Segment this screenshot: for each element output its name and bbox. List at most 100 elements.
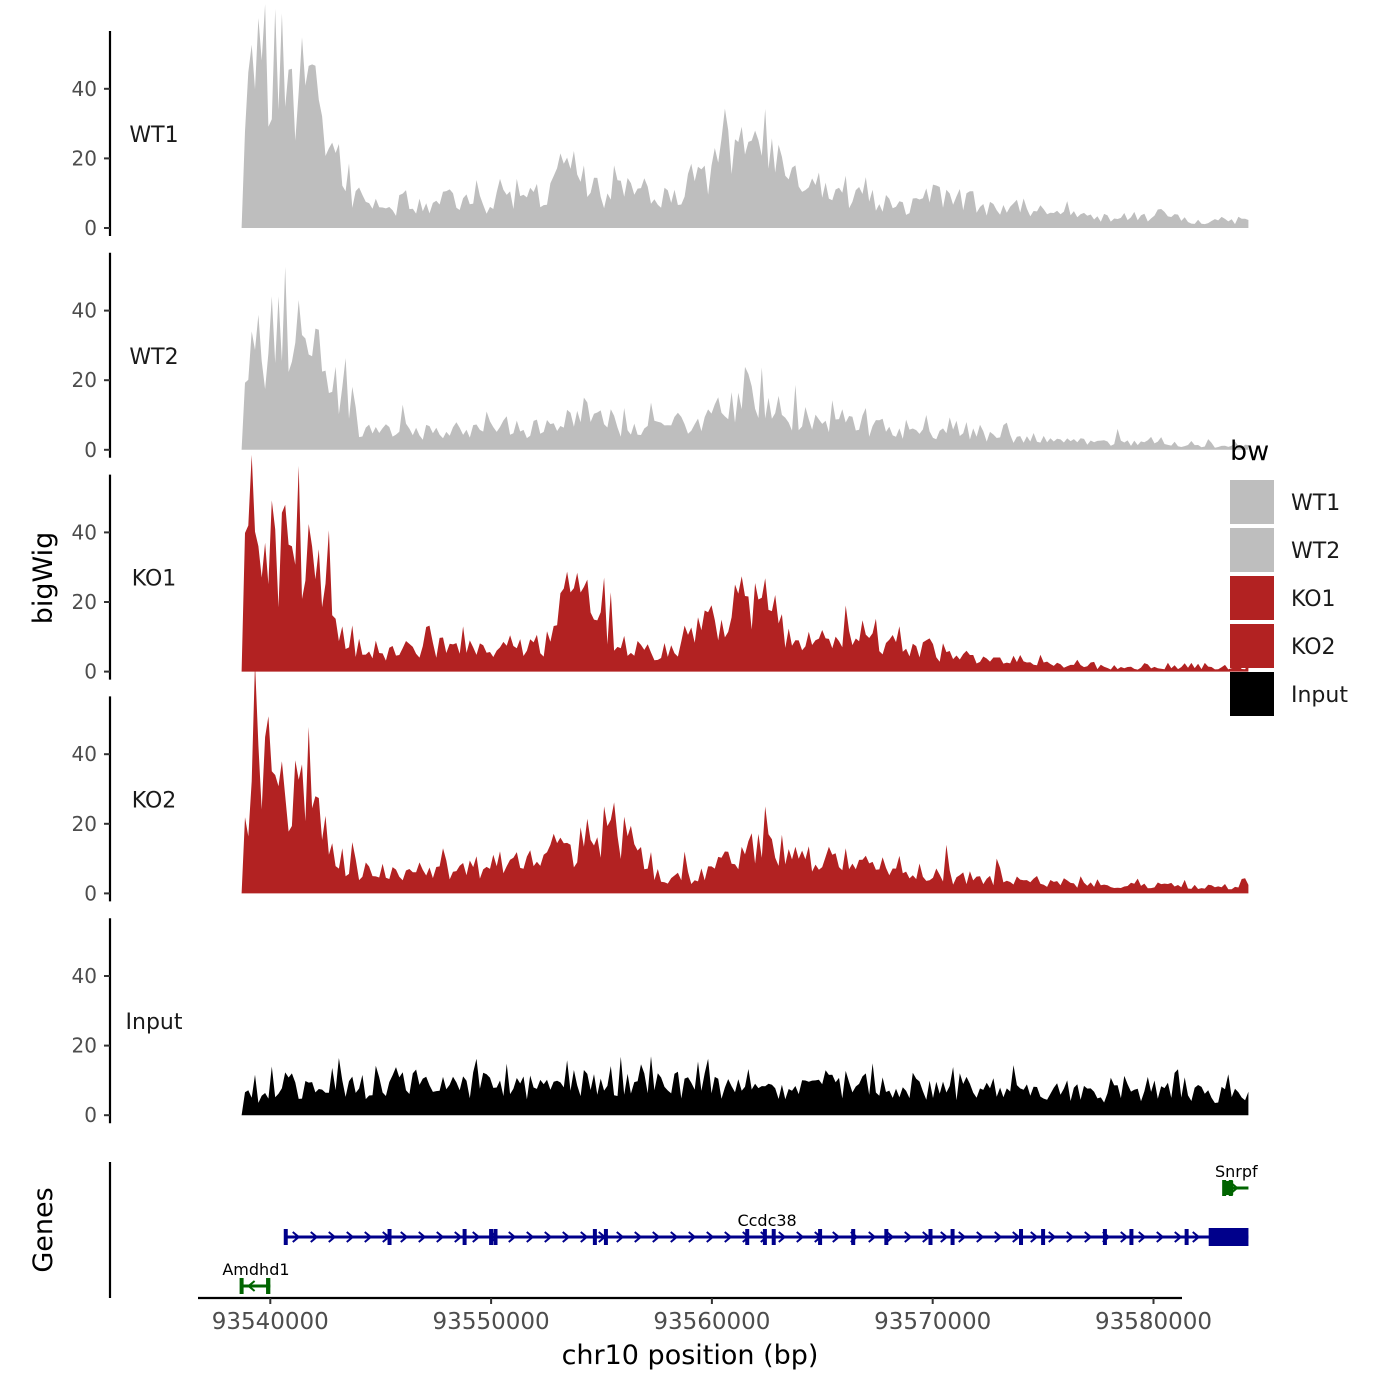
track-panel-ko1: 0 20 40 KO1 [72, 454, 1249, 684]
x-axis: 93540000 93550000 93560000 93570000 93580000 [198, 1296, 1212, 1335]
strand-arrow [346, 1231, 355, 1243]
gene-exon [1129, 1229, 1134, 1245]
strand-arrow [328, 1231, 337, 1243]
strand-arrow [616, 1231, 625, 1243]
gene-exon [762, 1229, 767, 1245]
strand-arrow [1084, 1231, 1093, 1243]
y-tick-label: 0 [84, 1103, 97, 1127]
legend-swatch-input [1230, 672, 1274, 716]
y-tick-label: 20 [72, 1034, 97, 1058]
coverage-area-input [241, 1056, 1249, 1116]
gene-exon [1019, 1229, 1024, 1245]
legend-label-wt2: WT2 [1291, 539, 1340, 564]
y-tick-label: 0 [84, 660, 97, 684]
x-tick-label: 93580000 [1095, 1309, 1212, 1335]
strand-arrow [418, 1231, 427, 1243]
gene-exon [928, 1229, 933, 1245]
strand-arrow [940, 1231, 949, 1243]
gene-exon [1041, 1229, 1046, 1245]
strand-arrow [580, 1231, 589, 1243]
gene-exon [950, 1229, 955, 1245]
strand-arrow [454, 1231, 463, 1243]
track-label-ko1: KO1 [132, 567, 177, 592]
gene-exon [851, 1229, 856, 1245]
gene-exon [1102, 1229, 1107, 1245]
legend-label-ko2: KO2 [1291, 635, 1336, 660]
strand-arrow [634, 1231, 643, 1243]
track-label-wt2: WT2 [129, 345, 178, 370]
strand-arrow [1156, 1231, 1165, 1243]
strand-arrow [1066, 1231, 1075, 1243]
strand-arrow [247, 1280, 256, 1292]
y-tick-label: 20 [72, 590, 97, 614]
gene-exon [818, 1229, 823, 1245]
y-tick-label: 0 [84, 881, 97, 905]
strand-arrow [508, 1231, 517, 1243]
y-tick-label: 40 [72, 520, 97, 544]
gene-exon-block [1224, 1181, 1234, 1195]
strand-arrow [886, 1231, 895, 1243]
legend: bw WT1 WT2 KO1 KO2 Input [1230, 436, 1348, 716]
gene-exon [884, 1229, 889, 1245]
y-axis-title: bigWig [28, 532, 59, 625]
strand-arrow [526, 1231, 535, 1243]
track-label-wt1: WT1 [129, 123, 178, 148]
x-tick-label: 93540000 [212, 1309, 329, 1335]
legend-swatch-wt1 [1230, 480, 1274, 524]
legend-label-ko1: KO1 [1291, 587, 1336, 612]
strand-arrow [1192, 1231, 1201, 1243]
gene-exon [771, 1229, 776, 1245]
y-tick-label: 20 [72, 146, 97, 170]
y-tick-label: 40 [72, 964, 97, 988]
gene-label: Ccdc38 [737, 1211, 796, 1230]
y-tick-label: 20 [72, 368, 97, 392]
track-panel-ko2: 0 20 40 KO2 [72, 662, 1249, 905]
signal-tracks: 0 20 40 WT1 0 20 40 WT2 0 20 40 KO1 0 20 40 KO2 0 20 40 Inp… [72, 4, 1249, 1127]
gene-exon [283, 1229, 288, 1245]
strand-arrow [670, 1231, 679, 1243]
gene-exon [239, 1278, 244, 1294]
y-tick-label: 40 [72, 77, 97, 101]
strand-arrow [1030, 1231, 1039, 1243]
coverage-area-ko1 [241, 454, 1249, 672]
legend-label-wt1: WT1 [1291, 491, 1340, 516]
gene-label: Amdhd1 [222, 1260, 289, 1279]
y-tick-label: 20 [72, 812, 97, 836]
x-tick-label: 93550000 [433, 1309, 550, 1335]
gene-exon [387, 1229, 392, 1245]
coverage-area-wt1 [241, 4, 1249, 228]
strand-arrow [796, 1231, 805, 1243]
gene-ccdc38: Ccdc38 [283, 1211, 1249, 1246]
gene-exon [745, 1229, 750, 1245]
gene-exon [266, 1278, 271, 1294]
strand-arrow [472, 1231, 481, 1243]
x-tick-label: 93570000 [874, 1309, 991, 1335]
strand-arrow [904, 1231, 913, 1243]
track-panel-input: 0 20 40 Input [72, 918, 1249, 1127]
strand-arrow [364, 1231, 373, 1243]
gene-exon [489, 1229, 494, 1245]
gene-label: Snrpf [1215, 1162, 1258, 1181]
coverage-area-ko2 [241, 662, 1249, 894]
track-label-ko2: KO2 [132, 788, 177, 813]
genes-axis-title: Genes [28, 1187, 59, 1272]
gene-track: Amdhd1 Ccdc38 Snrpf [108, 1162, 1258, 1298]
gene-exon [603, 1229, 608, 1245]
strand-arrow [706, 1231, 715, 1243]
gene-exon [1184, 1229, 1189, 1245]
strand-arrow [832, 1231, 841, 1243]
strand-arrow [994, 1231, 1003, 1243]
y-tick-label: 0 [84, 216, 97, 240]
track-label-input: Input [126, 1010, 183, 1035]
y-tick-label: 40 [72, 299, 97, 323]
legend-title: bw [1230, 436, 1269, 467]
y-tick-label: 0 [84, 438, 97, 462]
gene-exon-block [1208, 1228, 1249, 1246]
gene-snrpf: Snrpf [1215, 1162, 1258, 1196]
strand-arrow [976, 1231, 985, 1243]
legend-swatch-ko1 [1230, 576, 1274, 620]
strand-arrow [868, 1231, 877, 1243]
strand-arrow [688, 1231, 697, 1243]
x-axis-title: chr10 position (bp) [562, 1340, 819, 1371]
